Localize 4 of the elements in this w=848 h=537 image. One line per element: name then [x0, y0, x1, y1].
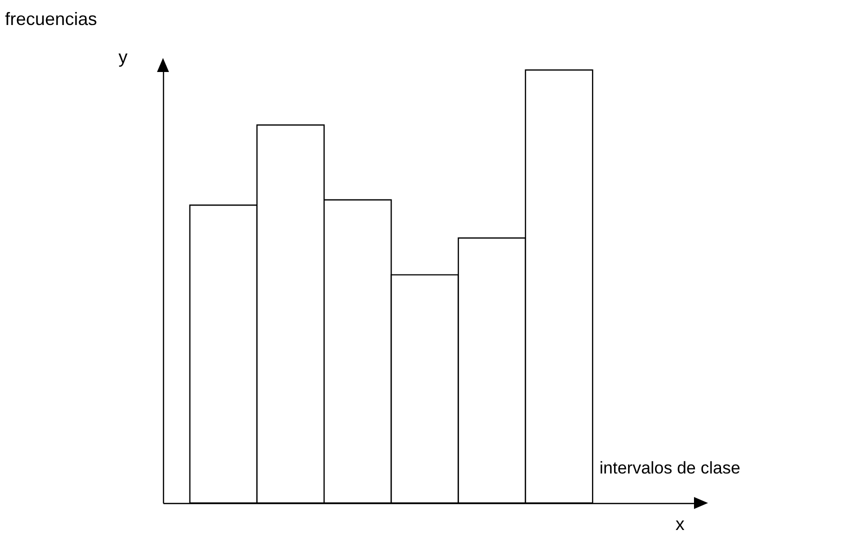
- text: y: [118, 47, 128, 67]
- text: x: [676, 514, 684, 534]
- x-axis-title: intervalos de clase: [600, 458, 740, 478]
- text: frecuencias: [5, 9, 98, 29]
